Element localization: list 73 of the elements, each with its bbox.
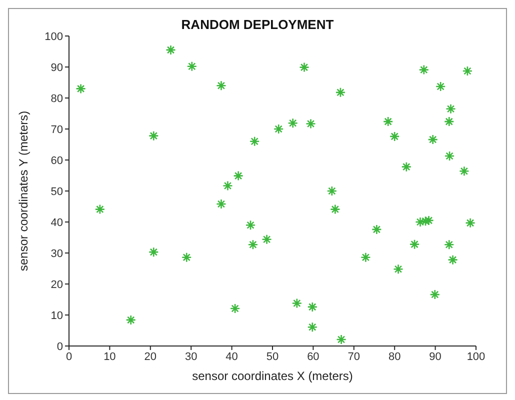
point — [307, 302, 318, 312]
x-tick-label: 30 — [184, 350, 198, 363]
point — [222, 180, 233, 191]
point — [336, 334, 346, 345]
point — [409, 239, 420, 250]
point — [216, 80, 226, 91]
point — [262, 234, 272, 245]
point — [230, 303, 240, 314]
x-tick-label: 40 — [226, 350, 238, 363]
x-tick-label: 0 — [66, 350, 72, 363]
point — [181, 252, 192, 262]
point — [459, 166, 470, 176]
point — [444, 150, 455, 162]
point — [418, 64, 430, 75]
point — [382, 116, 394, 127]
y-tick-label: 70 — [50, 124, 63, 136]
y-axis-title: sensor coordinates Y (meters) — [16, 110, 30, 272]
point — [444, 239, 454, 250]
point — [401, 162, 412, 172]
point — [446, 104, 456, 114]
point — [186, 61, 198, 72]
point — [360, 252, 371, 262]
x-tick-label: 10 — [104, 350, 116, 363]
point — [292, 298, 302, 308]
x-tick-label: 70 — [348, 350, 360, 363]
point — [430, 289, 440, 300]
point — [248, 239, 258, 250]
point — [94, 204, 106, 214]
point — [444, 116, 454, 127]
point — [306, 118, 316, 129]
x-axis-title: sensor coordinates X (meters) — [192, 369, 353, 383]
y-tick-label: 0 — [56, 340, 63, 353]
y-tick-label: 20 — [50, 278, 63, 291]
y-tick-label: 100 — [44, 30, 63, 43]
point — [166, 44, 176, 56]
y-tick-label: 90 — [50, 62, 63, 74]
point — [462, 66, 473, 76]
point — [465, 218, 476, 228]
y-tick-label: 40 — [50, 216, 63, 229]
point — [233, 170, 244, 181]
y-tick-label: 60 — [50, 154, 63, 167]
point — [393, 264, 404, 274]
point — [216, 198, 226, 210]
point — [273, 124, 284, 134]
point — [389, 131, 400, 142]
point — [299, 62, 310, 72]
point — [76, 84, 86, 94]
y-tick-label: 80 — [50, 92, 63, 105]
point — [288, 118, 298, 128]
chart-title: RANDOM DEPLOYMENT — [180, 17, 335, 32]
y-tick-label: 50 — [50, 186, 63, 198]
point — [148, 246, 159, 258]
y-tick-label: 10 — [50, 310, 63, 322]
point — [307, 322, 318, 332]
x-tick-label: 90 — [429, 350, 442, 363]
point — [249, 136, 260, 147]
point — [330, 204, 340, 214]
x-tick-label: 60 — [307, 350, 320, 363]
point — [372, 224, 382, 235]
point — [415, 216, 426, 228]
x-tick-label: 100 — [466, 350, 486, 363]
y-tick-label: 30 — [50, 248, 63, 260]
point — [245, 220, 256, 230]
x-tick-label: 80 — [388, 350, 401, 363]
point — [126, 314, 136, 326]
point — [326, 186, 338, 196]
point — [435, 81, 446, 92]
point — [428, 134, 438, 145]
point — [448, 254, 458, 265]
point — [335, 87, 346, 98]
point — [148, 130, 159, 141]
x-tick-label: 20 — [144, 350, 157, 363]
x-tick-label: 50 — [266, 350, 279, 363]
